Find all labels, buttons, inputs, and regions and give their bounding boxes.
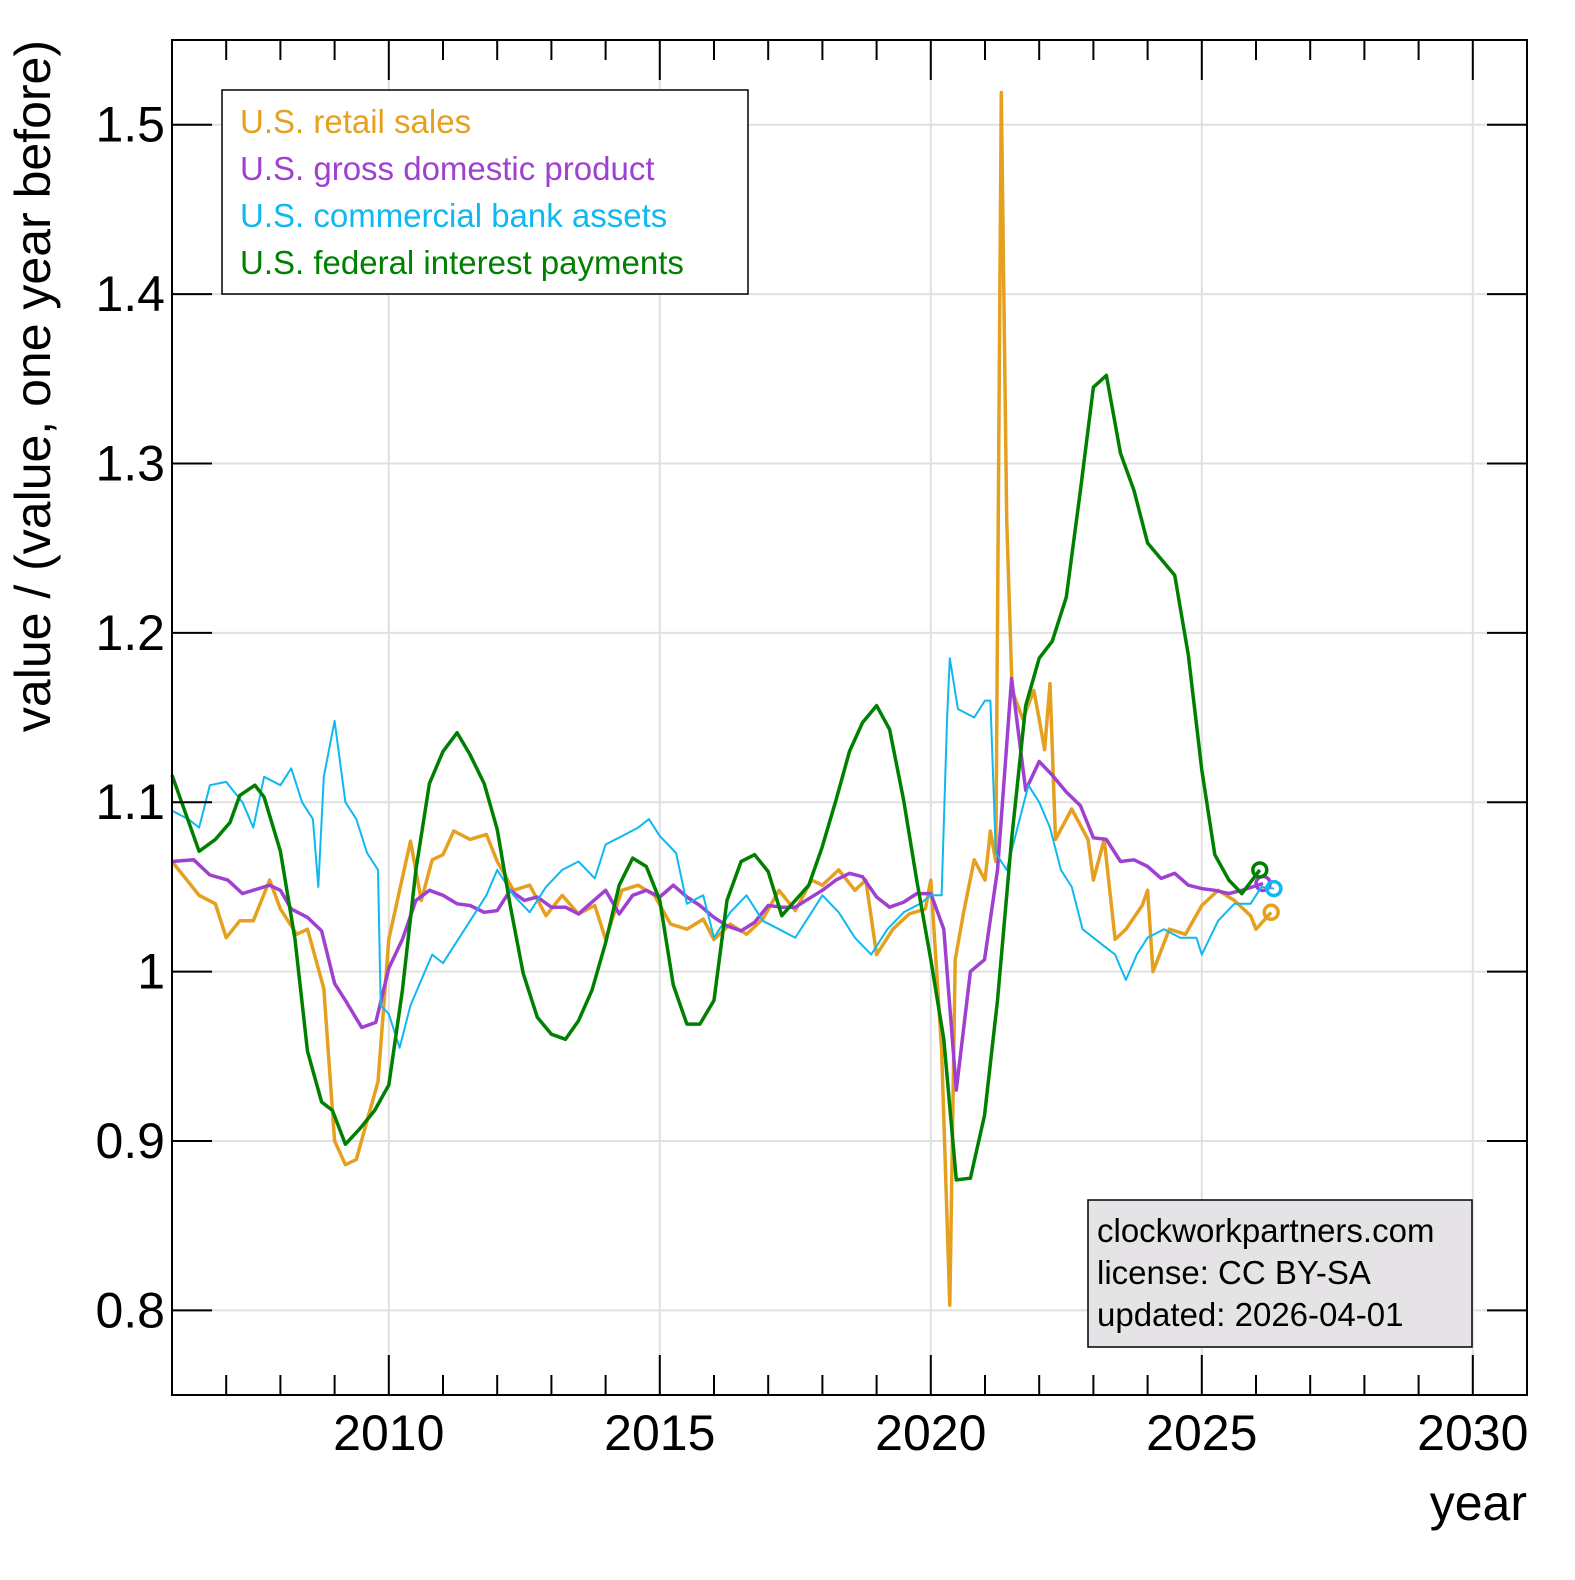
x-tick-label: 2010	[333, 1405, 444, 1461]
info-site: clockworkpartners.com	[1097, 1212, 1434, 1249]
info-box: clockworkpartners.com license: CC BY-SA …	[1087, 1199, 1473, 1348]
series-line-u-s-federal-interest-payments	[170, 373, 1262, 1182]
series-group	[170, 90, 1283, 1307]
y-axis-label: value / (value, one year before)	[5, 40, 61, 732]
info-updated: updated: 2026-04-01	[1097, 1296, 1403, 1333]
series-line-u-s-gross-domestic-product	[171, 676, 1264, 1092]
x-axis-label: year	[1430, 1475, 1527, 1531]
y-tick-label: 1.2	[95, 605, 165, 661]
info-license: license: CC BY-SA	[1097, 1254, 1371, 1291]
legend-entry-u-s-federal-interest-payments: U.S. federal interest payments	[240, 244, 684, 281]
x-tick-label: 2025	[1146, 1405, 1257, 1461]
y-tick-label: 1.1	[95, 774, 165, 830]
y-tick-label: 1	[137, 944, 165, 1000]
latest-marker-u-s-federal-interest-payments	[1251, 861, 1269, 879]
info-box-background	[1087, 1199, 1473, 1348]
legend-entry-u-s-gross-domestic-product: U.S. gross domestic product	[240, 150, 655, 187]
y-tick-label: 0.9	[95, 1113, 165, 1169]
latest-marker-u-s-retail-sales	[1262, 903, 1280, 922]
x-tick-label: 2015	[604, 1405, 715, 1461]
legend-entry-u-s-commercial-bank-assets: U.S. commercial bank assets	[240, 197, 667, 234]
ticks: 2010 2015 2020 2025 2030 0.8 0.9 1 1.1 1.2 1.3 1.4 1…	[95, 40, 1528, 1461]
plot-frame	[171, 39, 1528, 1396]
x-tick-label: 2030	[1417, 1405, 1528, 1461]
legend: U.S. retail sales U.S. gross domestic pro…	[221, 89, 749, 295]
y-tick-label: 0.8	[95, 1282, 165, 1338]
legend-entry-u-s-retail-sales: U.S. retail sales	[240, 103, 471, 140]
series-line-u-s-retail-sales	[170, 90, 1273, 1307]
y-tick-label: 1.3	[95, 435, 165, 491]
latest-marker-u-s-commercial-bank-assets	[1265, 879, 1283, 898]
legend-box	[221, 89, 749, 295]
y-tick-label: 1.4	[95, 266, 165, 322]
y-tick-label: 1.5	[95, 97, 165, 153]
x-tick-label: 2020	[875, 1405, 986, 1461]
